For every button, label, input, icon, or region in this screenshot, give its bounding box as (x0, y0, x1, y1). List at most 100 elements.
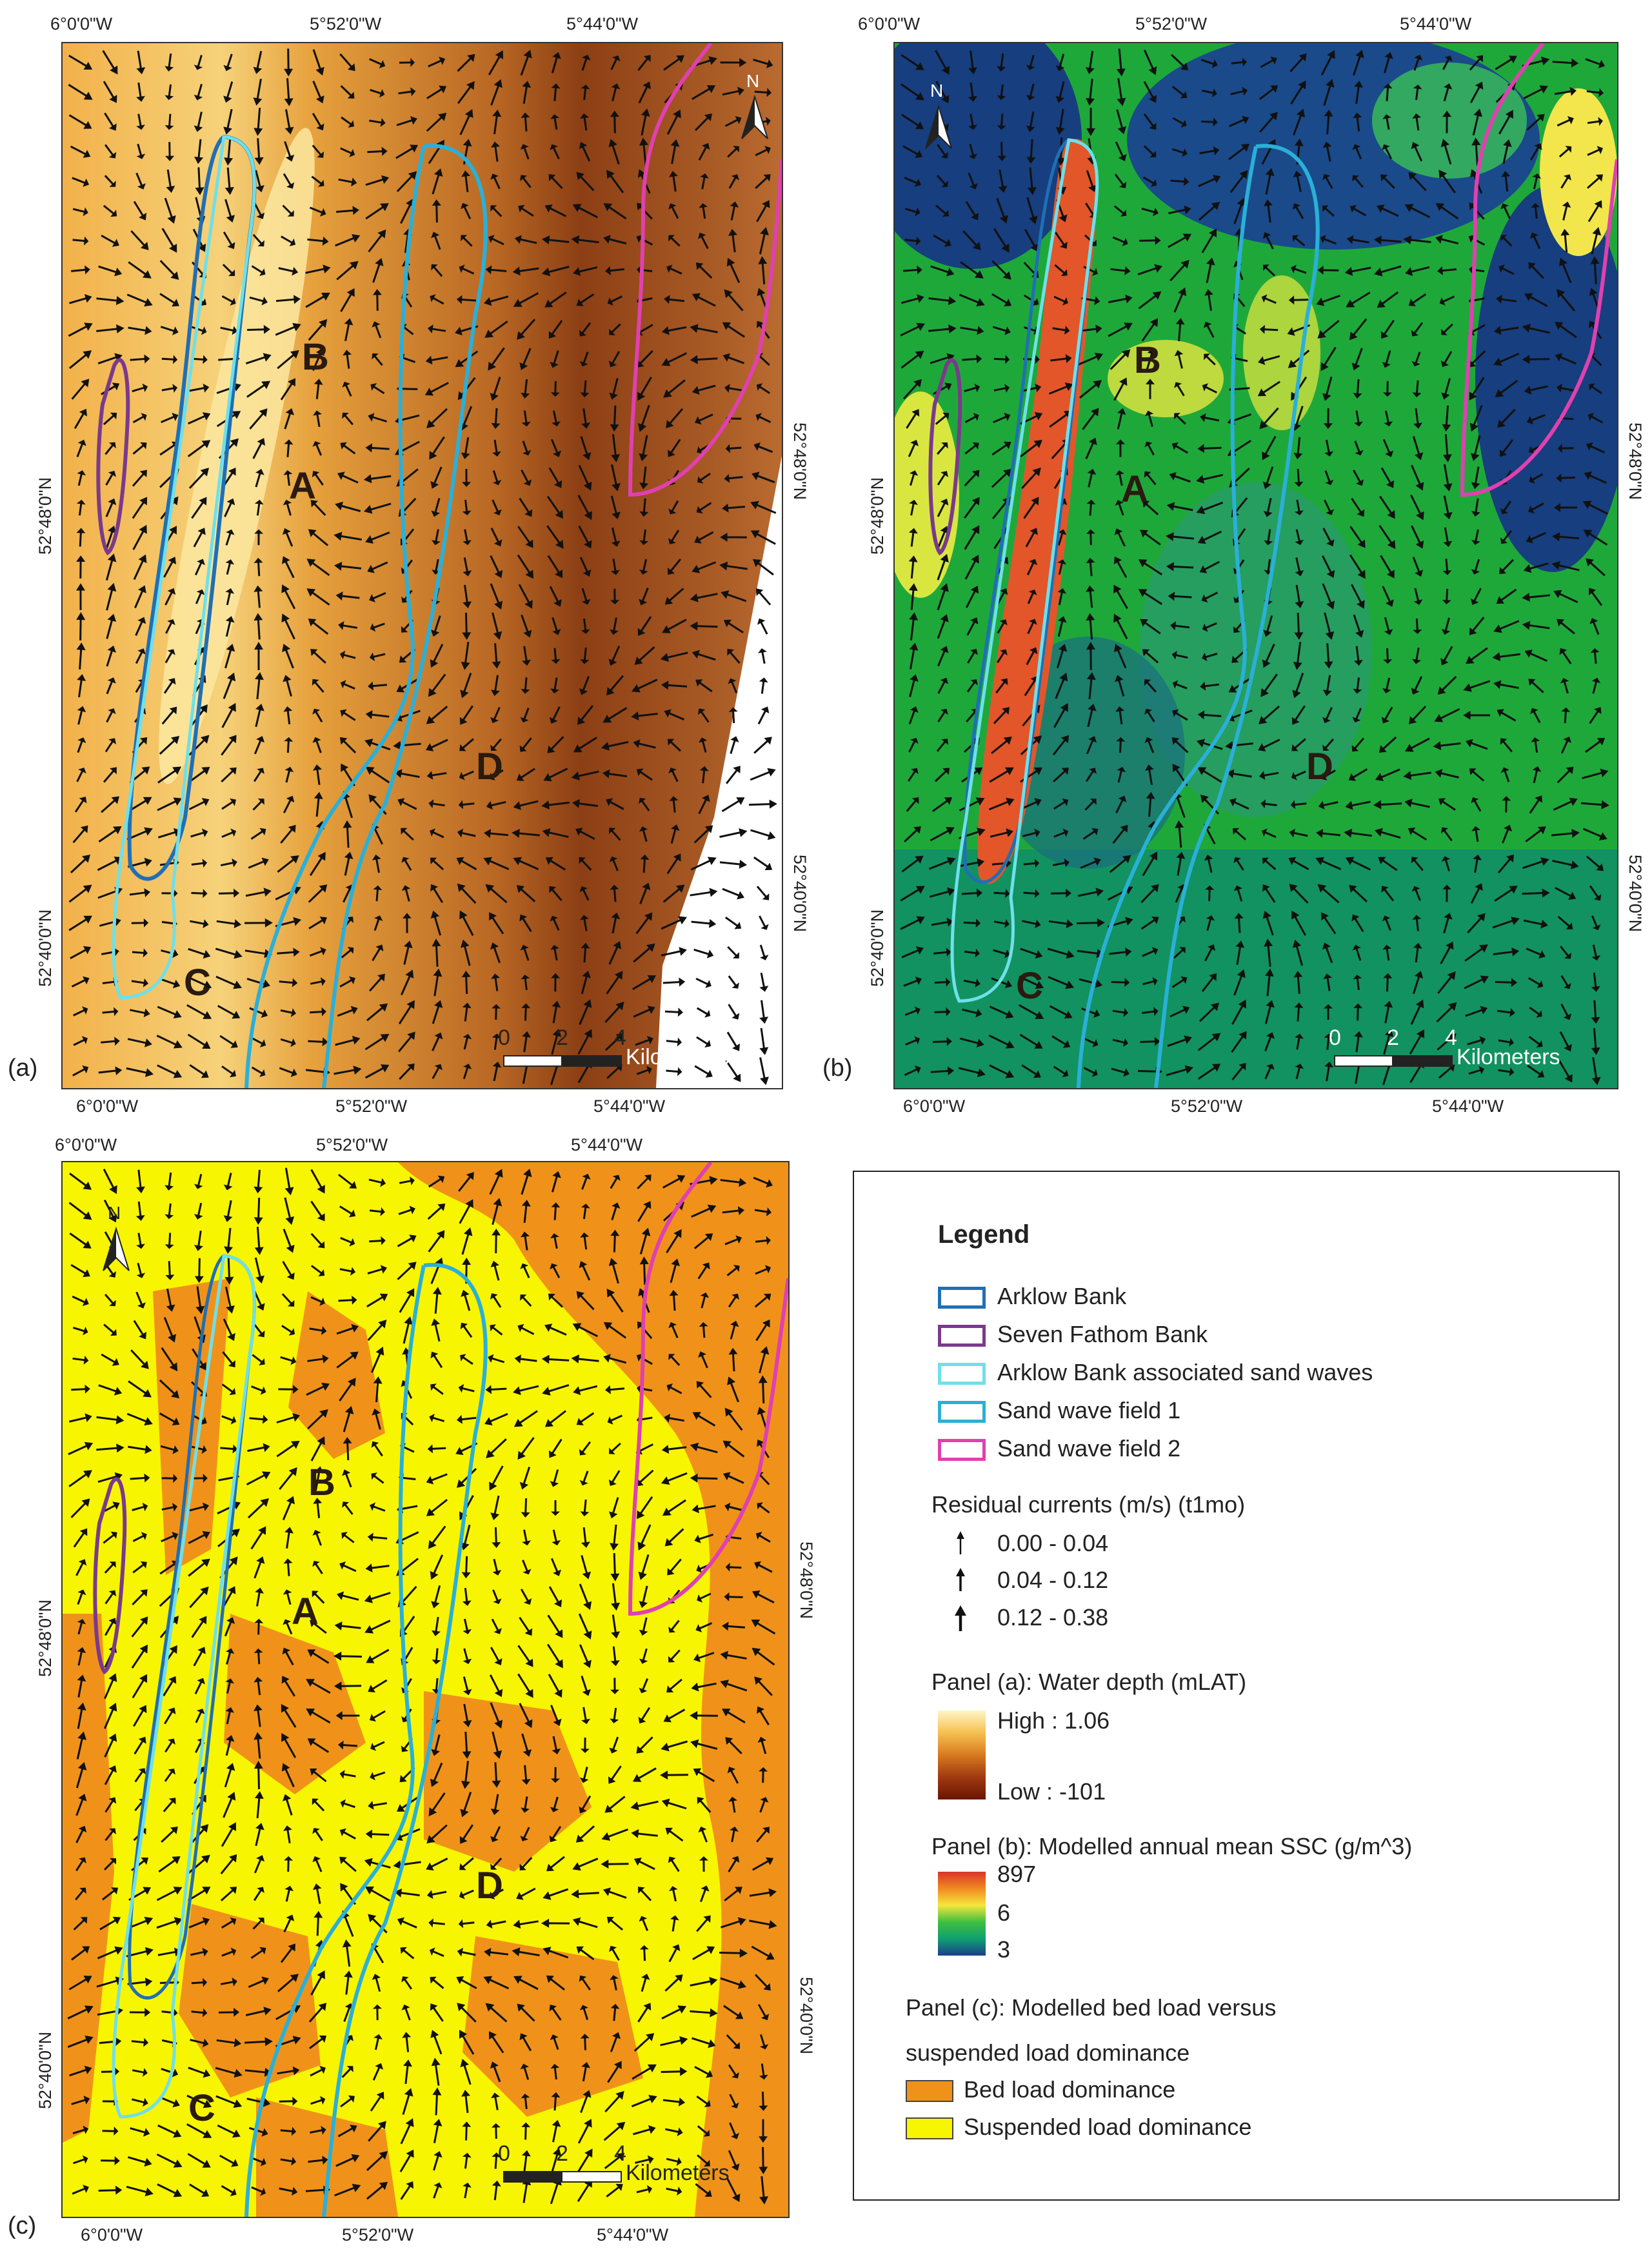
current-arrow-shaft (1264, 297, 1277, 304)
current-arrow-head (289, 238, 296, 246)
current-arrow-shaft (370, 769, 390, 784)
current-arrow-shaft (342, 1744, 358, 1747)
current-arrow-shaft (993, 920, 1006, 925)
current-arrow-shaft (611, 1470, 621, 1483)
current-arrow-shaft (1199, 1006, 1216, 1022)
current-arrow-head (584, 540, 592, 549)
current-arrow-head (1537, 1070, 1545, 1078)
current-arrow-shaft (666, 857, 679, 875)
current-arrow-head (256, 1303, 265, 1311)
current-arrow-shaft (223, 231, 233, 246)
current-arrow-head (1584, 471, 1592, 480)
current-arrow-head (1318, 800, 1325, 810)
current-arrow-shaft (68, 114, 88, 127)
current-arrow-head (77, 674, 86, 681)
current-arrow-shaft (519, 497, 530, 513)
current-arrow-shaft (670, 237, 681, 247)
current-arrow-shaft (1326, 977, 1331, 991)
current-arrow-head (1288, 295, 1295, 305)
current-arrow-shaft (1560, 293, 1576, 312)
current-arrow-shaft (1443, 917, 1449, 934)
current-arrow-shaft (699, 1799, 712, 1813)
current-arrow-head (583, 1631, 592, 1640)
current-arrow-head (1270, 85, 1279, 93)
current-arrow-head (1592, 924, 1601, 931)
current-arrow-head (202, 2038, 209, 2048)
current-arrow-head (194, 125, 203, 132)
current-arrow-shaft (696, 1742, 718, 1750)
current-arrow-head (463, 139, 472, 147)
current-arrow-head (1569, 797, 1578, 806)
current-arrow-head (1439, 297, 1446, 306)
current-arrow-head (1060, 241, 1068, 249)
current-arrow-head (375, 1346, 384, 1356)
current-arrow-shaft (1208, 889, 1211, 902)
current-arrow-head (233, 2099, 243, 2108)
current-arrow-shaft (135, 172, 143, 186)
current-arrow-shaft (583, 947, 587, 963)
current-arrow-head (1035, 919, 1041, 929)
current-arrow-shaft (1029, 167, 1033, 189)
current-arrow-head (143, 270, 152, 279)
current-arrow-head (255, 672, 264, 680)
current-arrow-shaft (1297, 612, 1300, 634)
current-arrow-shaft (604, 1006, 621, 1024)
current-arrow-head (286, 1244, 295, 1253)
current-arrow-shaft (221, 831, 234, 838)
current-arrow-head (492, 1570, 502, 1576)
current-arrow-head (1064, 382, 1073, 392)
current-arrow-head (369, 652, 375, 662)
current-arrow-head (571, 1354, 580, 1363)
current-arrow-head (144, 354, 150, 364)
current-arrow-head (338, 621, 344, 630)
current-arrow-head (1531, 737, 1540, 742)
current-arrow-head (230, 438, 239, 447)
current-arrow-head (1026, 157, 1036, 164)
current-arrow-head (485, 1385, 492, 1394)
current-arrow-head (491, 2092, 500, 2099)
current-arrow-head (397, 798, 405, 806)
current-arrow-head (461, 235, 468, 242)
current-arrow-shaft (670, 1620, 680, 1631)
current-arrow-head (732, 952, 739, 958)
current-arrow-head (1290, 800, 1296, 809)
current-arrow-head (430, 2030, 439, 2038)
current-arrow-shaft (522, 1266, 530, 1278)
current-arrow-shaft (757, 1563, 773, 1573)
current-arrow-head (1557, 619, 1565, 627)
current-arrow-head (521, 1779, 531, 1785)
current-arrow-shaft (462, 1824, 473, 1840)
current-arrow-head (484, 1948, 492, 1957)
current-arrow-shaft (901, 83, 920, 98)
current-arrow-head (1264, 199, 1273, 206)
current-arrow-shaft (609, 174, 624, 193)
current-arrow-head (734, 1887, 742, 1894)
current-arrow-shaft (1498, 114, 1511, 135)
current-arrow-head (1480, 975, 1489, 984)
current-arrow-shaft (126, 1412, 148, 1423)
current-arrow-head (731, 982, 739, 989)
current-arrow-head (203, 949, 211, 959)
current-arrow-head (350, 1351, 359, 1360)
current-arrow-shaft (1557, 769, 1571, 784)
current-arrow-head (1471, 569, 1480, 575)
current-arrow-shaft (1437, 1036, 1453, 1051)
current-arrow-head (284, 737, 294, 742)
current-arrow-shaft (462, 1857, 474, 1868)
current-arrow-head (313, 1498, 323, 1504)
current-arrow-shaft (310, 1710, 331, 1724)
current-arrow-head (1151, 947, 1159, 955)
current-arrow-shaft (227, 137, 232, 160)
current-arrow-shaft (370, 88, 382, 95)
current-arrow-shaft (749, 1891, 771, 1897)
current-arrow-head (646, 943, 655, 952)
current-arrow-head (112, 1916, 121, 1925)
current-arrow-shaft (756, 474, 775, 484)
current-arrow-head (730, 201, 739, 208)
current-arrow-head (1033, 735, 1042, 744)
current-arrow-shaft (581, 975, 588, 995)
current-arrow-head (83, 178, 90, 187)
current-arrow-head (582, 971, 591, 978)
current-arrow-shaft (132, 1563, 144, 1574)
current-arrow-shaft (696, 2096, 708, 2105)
